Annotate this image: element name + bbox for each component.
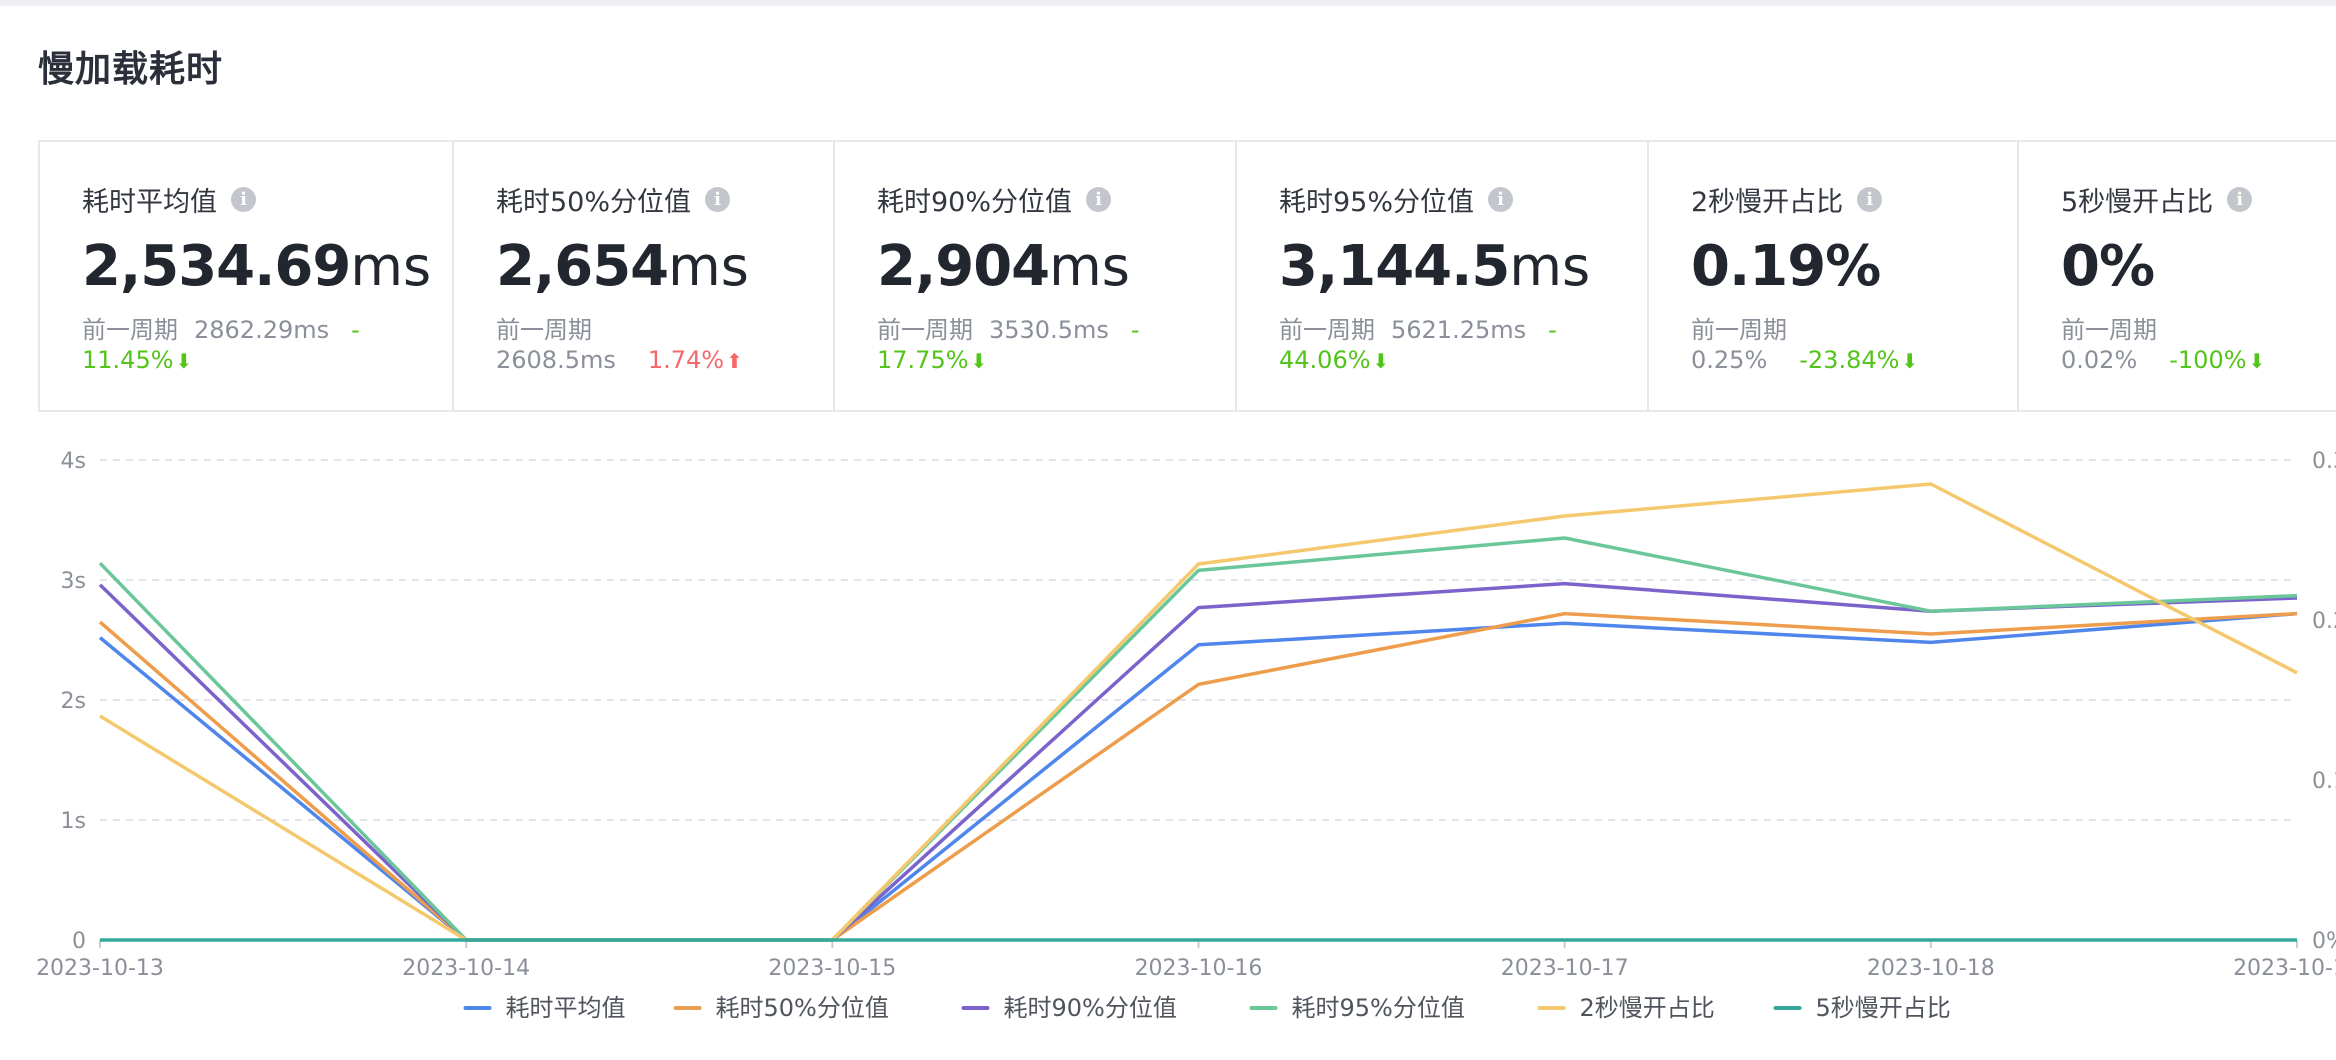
metric-card-avg: 耗时平均值 i 2,534.69ms 前一周期 2862.29ms - 11.45% ⬇	[40, 142, 454, 410]
legend-label: 2秒慢开占比	[1580, 994, 1715, 1022]
legend-label: 耗时平均值	[506, 994, 626, 1022]
y-left-tick-label: 2s	[61, 689, 86, 714]
info-icon[interactable]: i	[1086, 187, 1112, 212]
change-percent: 44.06%	[1279, 346, 1371, 374]
y-axis-right: 0% 0.1% 0.2% 0.3%	[2312, 449, 2336, 954]
chart-grid	[100, 459, 2297, 821]
metric-card-p90: 耗时90%分位值 i 2,904ms 前一周期 3530.5ms - 17.75% ⬇	[835, 142, 1237, 410]
arrow-down-icon: ⬇	[2248, 349, 2266, 373]
info-icon[interactable]: i	[231, 187, 256, 212]
x-axis: 2023-10-13 2023-10-14 2023-10-15 2023-10-16…	[36, 939, 2336, 981]
metric-label: 耗时95%分位值	[1279, 187, 1475, 218]
arrow-down-icon: ⬇	[1372, 349, 1390, 373]
metric-value: 2,654	[496, 234, 669, 299]
y-right-tick-label: 0.3%	[2312, 449, 2336, 474]
page-title: 慢加载耗时	[38, 49, 224, 90]
x-tick-label: 2023-10-18	[1867, 956, 1995, 981]
metric-label: 2秒慢开占比	[1691, 187, 1844, 218]
metric-card-p50: 耗时50%分位值 i 2,654ms 前一周期 2608.5ms 1.74% ⬆	[454, 142, 835, 410]
metrics-panel: 耗时平均值 i 2,534.69ms 前一周期 2862.29ms - 11.45% ⬇…	[38, 140, 2336, 412]
change-prefix: -	[1130, 316, 1140, 344]
chart-series	[98, 482, 2298, 942]
arrow-down-icon: ⬇	[970, 349, 988, 373]
metric-value: 3,144.5	[1279, 234, 1510, 299]
metric-value: 0%	[2061, 234, 2155, 299]
series-line	[98, 581, 2298, 942]
y-right-tick-label: 0.1%	[2312, 769, 2336, 794]
info-icon[interactable]: i	[1488, 187, 1514, 212]
series-line	[98, 536, 2298, 942]
metric-card-slow-5s: 5秒慢开占比 i 0% 前一周期 0.02% -100% ⬇	[2019, 142, 2336, 410]
prev-period-label: 前一周期	[1691, 316, 1787, 344]
info-icon[interactable]: i	[1857, 187, 1883, 212]
y-left-tick-label: 1s	[61, 809, 86, 834]
metric-value: 2,904	[877, 234, 1050, 299]
change-percent: 11.45%	[82, 346, 174, 374]
info-icon[interactable]: i	[705, 187, 731, 212]
series-line	[99, 482, 2298, 942]
legend-label: 耗时50%分位值	[716, 994, 889, 1022]
legend-label: 耗时95%分位值	[1292, 994, 1465, 1022]
chart-legend: 耗时平均值 耗时50%分位值 耗时90%分位值 耗时95%分位值 2秒慢开占比 5秒慢开占…	[463, 994, 1951, 1022]
arrow-down-icon: ⬇	[175, 349, 193, 373]
prev-period-value: 2608.5ms	[496, 346, 616, 374]
change-prefix: -	[1548, 316, 1557, 344]
metric-label: 耗时90%分位值	[877, 187, 1073, 218]
metric-label: 耗时平均值	[82, 187, 217, 218]
metric-value: 0.19%	[1691, 234, 1881, 299]
legend-label: 耗时90%分位值	[1004, 994, 1177, 1022]
x-tick-label: 2023-10-13	[36, 956, 164, 981]
prev-period-label: 前一周期	[877, 316, 973, 344]
metric-label: 耗时50%分位值	[496, 187, 692, 218]
change-percent: 17.75%	[877, 346, 969, 374]
series-line	[98, 611, 2298, 942]
prev-period-value: 0.02%	[2061, 346, 2138, 374]
change-percent: -23.84%	[1799, 346, 1900, 374]
change-percent: -100%	[2169, 346, 2247, 374]
y-left-tick-label: 0	[72, 929, 86, 954]
top-bar	[0, 0, 2336, 6]
prev-period-value: 0.25%	[1691, 346, 1768, 374]
prev-period-value: 3530.5ms	[989, 316, 1109, 344]
y-axis-left: 0 1s 2s 3s 4s	[61, 449, 86, 954]
x-tick-label: 2023-10-17	[1501, 956, 1629, 981]
prev-period-value: 5621.25ms	[1391, 316, 1527, 344]
metric-card-slow-2s: 2秒慢开占比 i 0.19% 前一周期 0.25% -23.84% ⬇	[1649, 142, 2019, 410]
change-percent: 1.74%	[647, 346, 725, 374]
x-tick-label: 2023-10-14	[402, 956, 530, 981]
x-tick-label: 2023-10-19	[2233, 956, 2336, 981]
y-left-tick-label: 3s	[61, 569, 86, 594]
legend-label: 5秒慢开占比	[1816, 994, 1951, 1022]
x-tick-label: 2023-10-16	[1135, 956, 1263, 981]
prev-period-label: 前一周期	[2061, 316, 2157, 344]
metric-unit: ms	[1049, 235, 1130, 298]
prev-period-value: 2862.29ms	[194, 316, 330, 344]
info-icon[interactable]: i	[2227, 187, 2253, 212]
metric-label: 5秒慢开占比	[2061, 187, 2214, 218]
metric-unit: ms	[350, 235, 432, 298]
y-left-tick-label: 4s	[61, 449, 86, 474]
arrow-up-icon: ⬆	[726, 349, 743, 373]
series-line	[98, 611, 2298, 942]
x-tick-label: 2023-10-15	[768, 956, 896, 981]
prev-period-label: 前一周期	[1279, 316, 1375, 344]
prev-period-label: 前一周期	[496, 316, 592, 344]
y-right-tick-label: 0%	[2312, 929, 2336, 954]
metric-unit: ms	[668, 235, 749, 298]
prev-period-label: 前一周期	[82, 316, 178, 344]
metric-card-p95: 耗时95%分位值 i 3,144.5ms 前一周期 5621.25ms - 44.06…	[1237, 142, 1649, 410]
change-prefix: -	[351, 316, 360, 344]
metric-unit: ms	[1509, 235, 1591, 298]
y-right-tick-label: 0.2%	[2312, 609, 2336, 634]
arrow-down-icon: ⬇	[1901, 349, 1919, 373]
metric-value: 2,534.69	[82, 234, 351, 299]
